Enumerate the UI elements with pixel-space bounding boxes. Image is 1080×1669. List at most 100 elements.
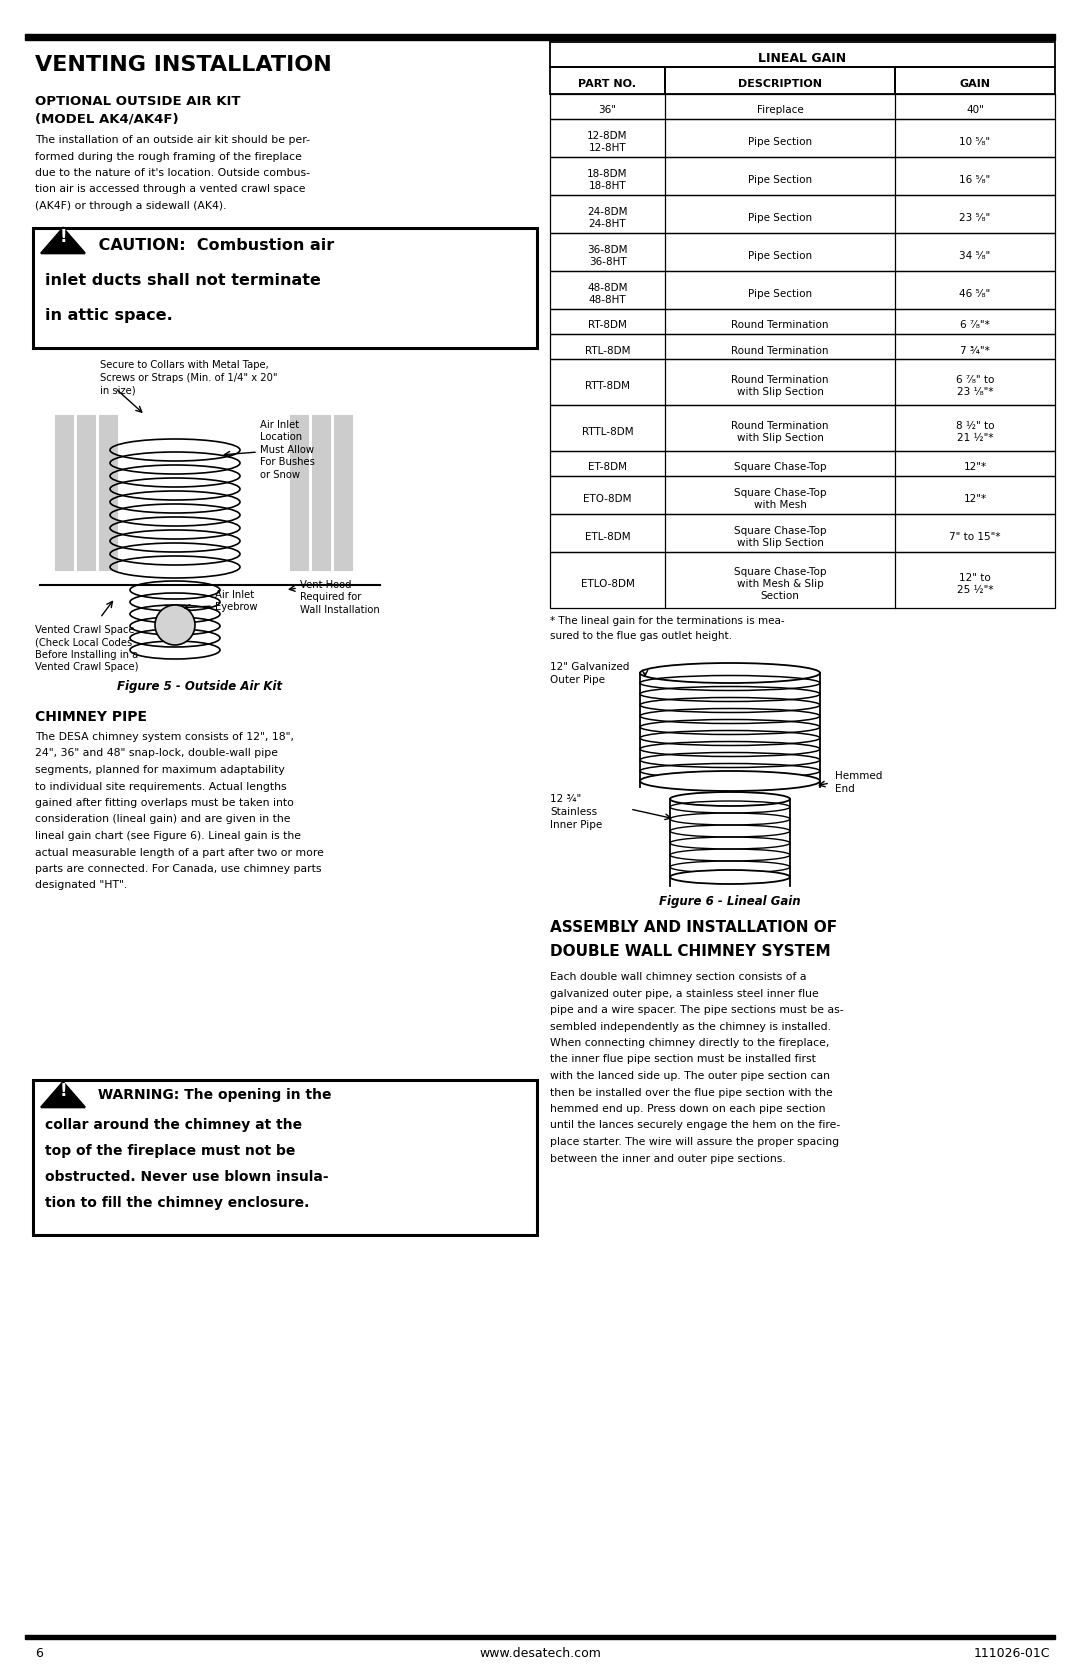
Text: 6: 6 — [35, 1647, 43, 1661]
Text: (AK4F) or through a sidewall (AK4).: (AK4F) or through a sidewall (AK4). — [35, 200, 227, 210]
Text: pipe and a wire spacer. The pipe sections must be as-: pipe and a wire spacer. The pipe section… — [550, 1005, 843, 1015]
Text: (MODEL AK4/AK4F): (MODEL AK4/AK4F) — [35, 113, 178, 125]
Text: 12 ¾"
Stainless
Inner Pipe: 12 ¾" Stainless Inner Pipe — [550, 794, 603, 829]
Text: 40": 40" — [967, 105, 984, 115]
Text: Round Termination
with Slip Section: Round Termination with Slip Section — [731, 376, 828, 397]
Bar — [550, 270, 1055, 309]
Text: Pipe Section: Pipe Section — [748, 289, 812, 299]
Text: Each double wall chimney section consists of a: Each double wall chimney section consist… — [550, 971, 807, 981]
Text: When connecting chimney directly to the fireplace,: When connecting chimney directly to the … — [550, 1038, 829, 1048]
Text: formed during the rough framing of the fireplace: formed during the rough framing of the f… — [35, 152, 302, 162]
Text: 46 ⁵⁄₈": 46 ⁵⁄₈" — [959, 289, 990, 299]
Text: The DESA chimney system consists of 12", 18",: The DESA chimney system consists of 12",… — [35, 733, 294, 743]
Text: Vented Crawl Space
(Check Local Codes
Before Installing in a
Vented Crawl Space): Vented Crawl Space (Check Local Codes Be… — [35, 624, 138, 673]
Text: 12"*: 12"* — [963, 462, 986, 472]
Text: 34 ⁵⁄₈": 34 ⁵⁄₈" — [959, 250, 990, 260]
Text: parts are connected. For Canada, use chimney parts: parts are connected. For Canada, use chi… — [35, 865, 322, 875]
Text: 8 ½" to
21 ½"*: 8 ½" to 21 ½"* — [956, 421, 995, 444]
Text: GAIN: GAIN — [959, 80, 990, 90]
Text: Round Termination
with Slip Section: Round Termination with Slip Section — [731, 421, 828, 444]
Text: OPTIONAL OUTSIDE AIR KIT: OPTIONAL OUTSIDE AIR KIT — [35, 95, 241, 108]
Text: Secure to Collars with Metal Tape,
Screws or Straps (Min. of 1/4" x 20"
in size): Secure to Collars with Metal Tape, Screw… — [100, 361, 278, 396]
Text: 6 ⁷⁄₈"*: 6 ⁷⁄₈"* — [960, 320, 990, 330]
Text: 10 ⁵⁄₈": 10 ⁵⁄₈" — [959, 137, 990, 147]
Bar — [550, 157, 1055, 195]
Text: Square Chase-Top
with Mesh & Slip
Section: Square Chase-Top with Mesh & Slip Sectio… — [733, 566, 826, 601]
Text: LINEAL GAIN: LINEAL GAIN — [758, 52, 847, 65]
Text: lineal gain chart (see Figure 6). Lineal gain is the: lineal gain chart (see Figure 6). Lineal… — [35, 831, 301, 841]
Text: 18-8DM
18-8HT: 18-8DM 18-8HT — [588, 169, 627, 192]
Text: gained after fitting overlaps must be taken into: gained after fitting overlaps must be ta… — [35, 798, 294, 808]
Text: The installation of an outside air kit should be per-: The installation of an outside air kit s… — [35, 135, 310, 145]
Text: 24-8DM
24-8HT: 24-8DM 24-8HT — [588, 207, 627, 229]
Bar — [312, 416, 330, 571]
Text: top of the fireplace must not be: top of the fireplace must not be — [45, 1143, 295, 1158]
Bar — [550, 476, 1055, 514]
Text: place starter. The wire will assure the proper spacing: place starter. The wire will assure the … — [550, 1137, 839, 1147]
Bar — [550, 67, 1055, 93]
Text: Pipe Section: Pipe Section — [748, 214, 812, 224]
Bar — [550, 195, 1055, 234]
Text: collar around the chimney at the: collar around the chimney at the — [45, 1118, 302, 1132]
Bar — [77, 416, 95, 571]
Polygon shape — [41, 1082, 85, 1107]
Text: 6 ⁷⁄₈" to
23 ¹⁄₈"*: 6 ⁷⁄₈" to 23 ¹⁄₈"* — [956, 376, 995, 397]
Text: !: ! — [59, 229, 67, 245]
Bar — [550, 42, 1055, 67]
Text: VENTING INSTALLATION: VENTING INSTALLATION — [35, 55, 332, 75]
Text: Air Inlet
Eyebrow: Air Inlet Eyebrow — [215, 591, 257, 613]
Text: !: ! — [59, 1082, 67, 1100]
Bar — [550, 309, 1055, 334]
Text: 12" to
25 ½"*: 12" to 25 ½"* — [957, 572, 994, 596]
Text: ETO-8DM: ETO-8DM — [583, 494, 632, 504]
Text: segments, planned for maximum adaptability: segments, planned for maximum adaptabili… — [35, 764, 285, 774]
Text: Vent Hood
Required for
Wall Installation: Vent Hood Required for Wall Installation — [300, 581, 380, 614]
Text: in attic space.: in attic space. — [45, 309, 173, 324]
Bar — [550, 334, 1055, 359]
Text: until the lances securely engage the hem on the fire-: until the lances securely engage the hem… — [550, 1120, 840, 1130]
Ellipse shape — [640, 771, 820, 791]
Text: Square Chase-Top
with Mesh: Square Chase-Top with Mesh — [733, 487, 826, 511]
Text: 16 ⁵⁄₈": 16 ⁵⁄₈" — [959, 175, 990, 185]
Text: WARNING: The opening in the: WARNING: The opening in the — [93, 1088, 332, 1102]
Bar — [550, 234, 1055, 270]
Text: 7" to 15"*: 7" to 15"* — [949, 532, 1001, 542]
Text: Pipe Section: Pipe Section — [748, 175, 812, 185]
Text: Square Chase-Top
with Slip Section: Square Chase-Top with Slip Section — [733, 526, 826, 547]
Polygon shape — [41, 229, 85, 254]
Bar — [99, 416, 117, 571]
Text: hemmed end up. Press down on each pipe section: hemmed end up. Press down on each pipe s… — [550, 1103, 825, 1113]
Text: ETLO-8DM: ETLO-8DM — [581, 579, 634, 589]
Text: designated "HT".: designated "HT". — [35, 881, 127, 891]
Text: tion air is accessed through a vented crawl space: tion air is accessed through a vented cr… — [35, 185, 306, 195]
Text: Pipe Section: Pipe Section — [748, 137, 812, 147]
Text: Figure 6 - Lineal Gain: Figure 6 - Lineal Gain — [659, 895, 800, 908]
Text: obstructed. Never use blown insula-: obstructed. Never use blown insula- — [45, 1170, 328, 1183]
Text: Round Termination: Round Termination — [731, 320, 828, 330]
Bar — [291, 416, 308, 571]
Text: actual measurable length of a part after two or more: actual measurable length of a part after… — [35, 848, 324, 858]
Text: RTTL-8DM: RTTL-8DM — [582, 427, 633, 437]
Text: 12" Galvanized
Outer Pipe: 12" Galvanized Outer Pipe — [550, 663, 630, 684]
Ellipse shape — [670, 870, 789, 885]
Text: to individual site requirements. Actual lengths: to individual site requirements. Actual … — [35, 781, 286, 791]
Text: CAUTION:  Combustion air: CAUTION: Combustion air — [93, 239, 334, 254]
Text: DESCRIPTION: DESCRIPTION — [738, 80, 822, 90]
Text: 36": 36" — [598, 105, 617, 115]
Text: 23 ⁵⁄₈": 23 ⁵⁄₈" — [959, 214, 990, 224]
Text: sembled independently as the chimney is installed.: sembled independently as the chimney is … — [550, 1021, 831, 1031]
Text: 12-8DM
12-8HT: 12-8DM 12-8HT — [588, 130, 627, 154]
Text: ET-8DM: ET-8DM — [588, 462, 627, 472]
Bar — [550, 552, 1055, 608]
Text: ASSEMBLY AND INSTALLATION OF: ASSEMBLY AND INSTALLATION OF — [550, 920, 837, 935]
Text: RTT-8DM: RTT-8DM — [585, 381, 630, 391]
Text: ETL-8DM: ETL-8DM — [584, 532, 631, 542]
Text: Round Termination: Round Termination — [731, 345, 828, 355]
Text: 24", 36" and 48" snap-lock, double-wall pipe: 24", 36" and 48" snap-lock, double-wall … — [35, 748, 278, 758]
Text: galvanized outer pipe, a stainless steel inner flue: galvanized outer pipe, a stainless steel… — [550, 988, 819, 998]
Bar — [25, 33, 1055, 40]
Text: 7 ¾"*: 7 ¾"* — [960, 345, 990, 355]
Text: Square Chase-Top: Square Chase-Top — [733, 462, 826, 472]
Text: RT-8DM: RT-8DM — [589, 320, 626, 330]
Text: 48-8DM
48-8HT: 48-8DM 48-8HT — [588, 282, 627, 305]
